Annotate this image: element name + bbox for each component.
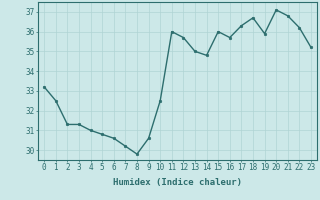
X-axis label: Humidex (Indice chaleur): Humidex (Indice chaleur) bbox=[113, 178, 242, 187]
